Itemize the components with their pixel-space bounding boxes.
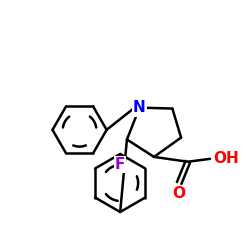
Text: OH: OH: [213, 151, 239, 166]
Text: F: F: [115, 157, 125, 172]
Text: O: O: [173, 186, 186, 201]
Text: N: N: [133, 100, 146, 115]
